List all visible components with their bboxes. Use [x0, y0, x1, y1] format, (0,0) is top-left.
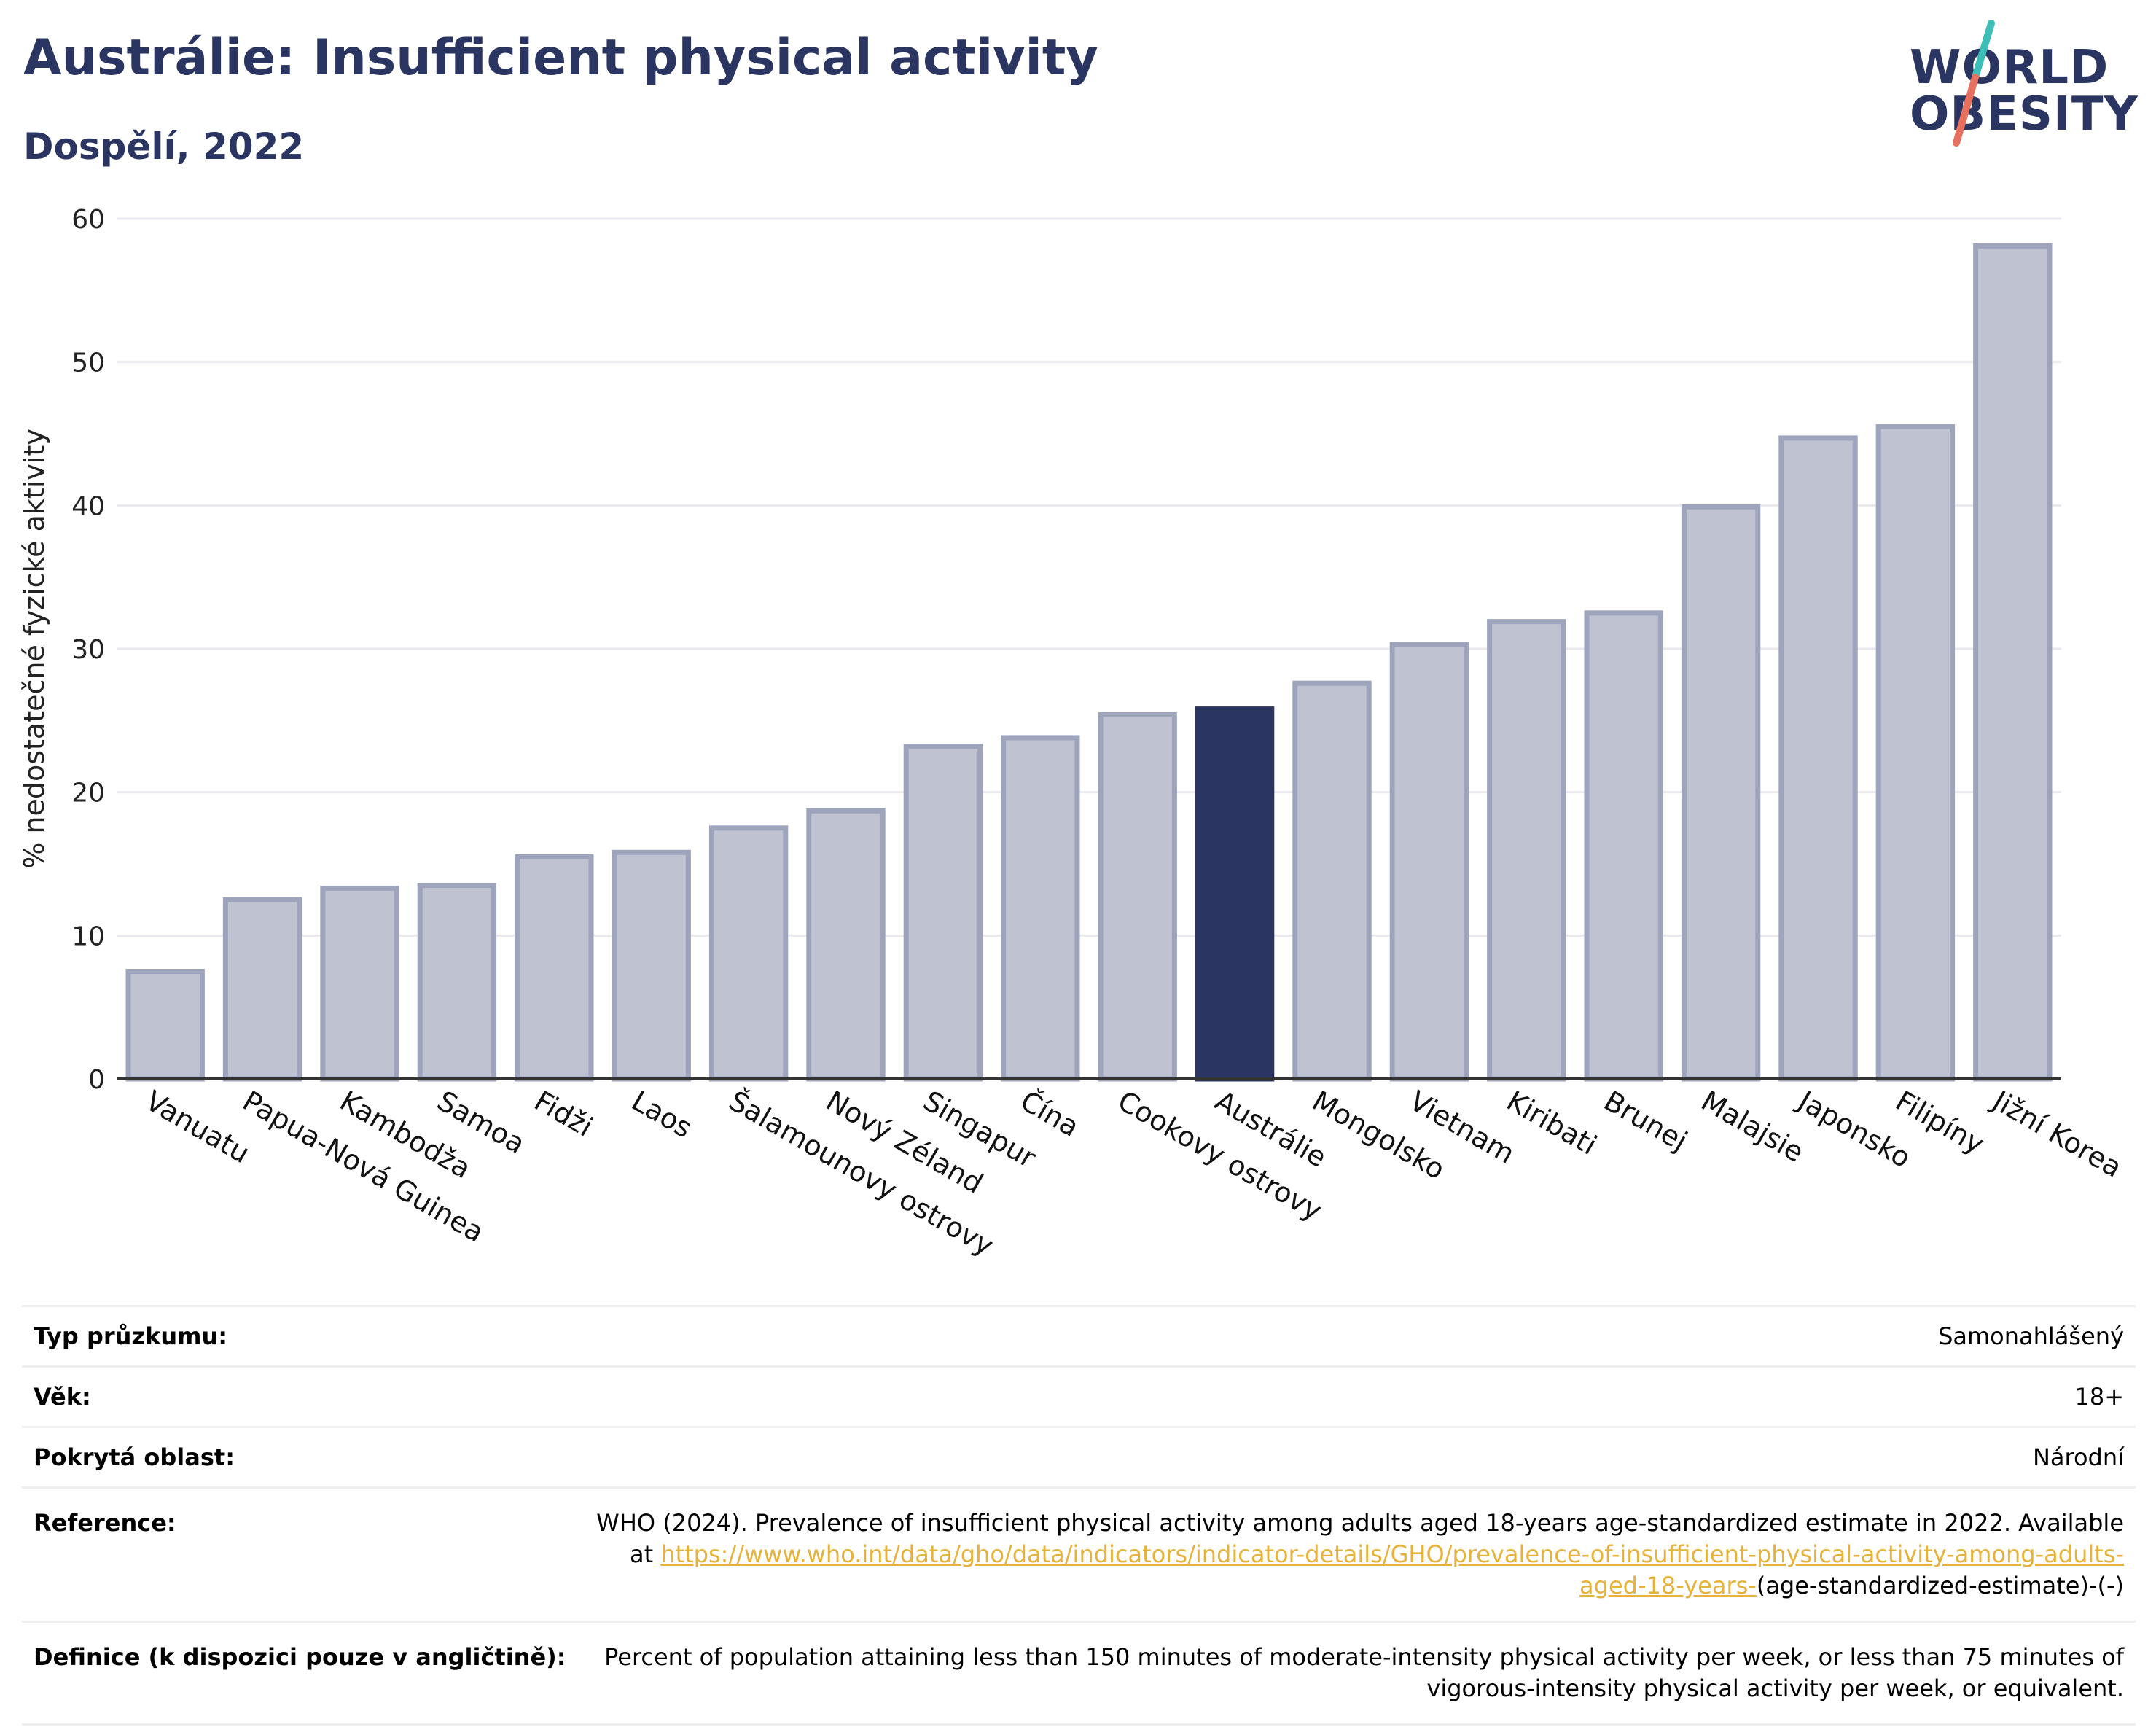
age-value: 18+ — [577, 1365, 2136, 1427]
y-axis-label: % nedostatečné fyzické aktivity — [18, 429, 50, 869]
info-table: Typ průzkumu: Samonahlášený Věk: 18+ Pok… — [22, 1305, 2136, 1726]
y-tick-label: 0 — [88, 1065, 105, 1095]
y-tick-label: 60 — [71, 205, 105, 235]
bar — [1001, 735, 1080, 1082]
bar — [1778, 435, 1858, 1082]
info-row-survey-type: Typ průzkumu: Samonahlášený — [22, 1305, 2136, 1367]
y-tick-label: 50 — [71, 348, 105, 378]
x-tick-label: Brunej — [1598, 1085, 1692, 1158]
survey-type-value: Samonahlášený — [577, 1305, 2136, 1367]
bar — [806, 808, 886, 1082]
survey-type-label: Typ průzkumu: — [22, 1305, 578, 1367]
bar — [1292, 680, 1372, 1082]
bar — [612, 849, 691, 1082]
bar — [1584, 610, 1663, 1082]
bar — [515, 854, 594, 1082]
info-row-area: Pokrytá oblast: Národní — [22, 1426, 2136, 1488]
area-value: Národní — [577, 1426, 2136, 1488]
x-tick-label: Čína — [1015, 1085, 1085, 1143]
bars — [125, 243, 2053, 1082]
bar — [1389, 642, 1469, 1082]
logo-line-2: OBESITY — [1910, 87, 2139, 141]
bar — [320, 885, 399, 1082]
y-tick-label: 30 — [71, 635, 105, 665]
bar — [222, 897, 302, 1082]
area-label: Pokrytá oblast: — [22, 1426, 578, 1488]
logo-line-1: WORLD — [1910, 41, 2109, 95]
y-tick-label: 10 — [71, 921, 105, 951]
page-subtitle: Dospělí, 2022 — [23, 125, 305, 168]
x-tick-label: Kiribati — [1501, 1085, 1603, 1161]
reference-value: WHO (2024). Prevalence of insufficient p… — [577, 1486, 2136, 1622]
x-tick-label: Fidži — [529, 1085, 598, 1143]
definition-value: Percent of population attaining less tha… — [577, 1621, 2136, 1726]
x-tick-label: Malajsie — [1696, 1085, 1810, 1169]
bar — [1487, 619, 1566, 1082]
bar — [1098, 711, 1177, 1082]
age-label: Věk: — [22, 1365, 578, 1427]
reference-suffix: (age-standardized-estimate)-(-) — [1756, 1572, 2124, 1599]
bar — [417, 883, 497, 1082]
info-row-definition: Definice (k dispozici pouze v angličtině… — [22, 1621, 2136, 1726]
bar — [1973, 243, 2053, 1082]
x-tick-label: Laos — [626, 1085, 698, 1145]
x-tick-label: Japonsko — [1792, 1084, 1916, 1174]
x-tick-label: Jižní Korea — [1986, 1084, 2128, 1184]
definition-label: Definice (k dispozici pouze v angličtině… — [22, 1621, 578, 1726]
reference-link[interactable]: https://www.who.int/data/gho/data/indica… — [660, 1540, 2124, 1599]
bar — [1681, 504, 1761, 1082]
info-row-reference: Reference: WHO (2024). Prevalence of ins… — [22, 1486, 2136, 1622]
reference-label: Reference: — [22, 1486, 578, 1622]
x-tick-label: Vanuatu — [140, 1085, 255, 1169]
reference-text: WHO (2024). Prevalence of insufficient p… — [596, 1509, 2124, 1568]
bar-highlighted — [1195, 706, 1275, 1082]
bar — [1875, 424, 1956, 1082]
info-row-age: Věk: 18+ — [22, 1365, 2136, 1427]
bar — [903, 744, 983, 1082]
world-obesity-logo: WORLD OBESITY — [1880, 15, 2143, 160]
gridlines — [117, 217, 2061, 1080]
bar — [125, 969, 205, 1082]
y-tick-label: 40 — [71, 491, 105, 521]
page-title: Austrálie: Insufficient physical activit… — [23, 29, 1098, 87]
bar — [708, 825, 789, 1082]
y-tick-label: 20 — [71, 779, 105, 808]
logo-slash-icon — [1953, 20, 1995, 147]
